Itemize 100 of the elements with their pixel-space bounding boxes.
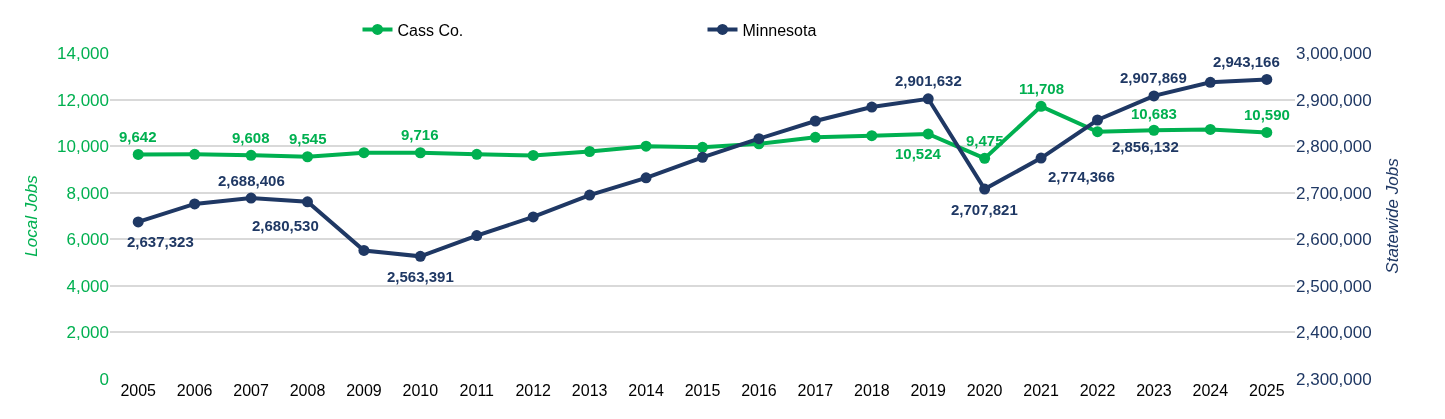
y2-tick-label: 2,900,000	[1296, 90, 1372, 110]
point	[302, 196, 313, 208]
point	[527, 149, 539, 161]
point	[1204, 123, 1216, 135]
x-tick-label: 2013	[571, 382, 608, 399]
point	[640, 172, 652, 184]
y-tick-label: 4,000	[66, 276, 109, 296]
data-label: 2,637,323	[127, 233, 194, 250]
point	[1204, 76, 1216, 88]
data-label: 9,642	[119, 128, 157, 145]
x-tick-label: 2014	[628, 382, 664, 399]
point	[245, 192, 257, 204]
point	[414, 147, 426, 159]
point	[132, 148, 144, 160]
point	[245, 149, 257, 161]
point	[302, 151, 313, 163]
point	[584, 146, 596, 157]
x-tick-label: 2007	[233, 382, 269, 399]
x-tick-label: 2018	[853, 382, 890, 399]
y-tick-label: 0	[99, 369, 109, 389]
point	[132, 216, 144, 228]
point	[358, 147, 370, 159]
data-label: 9,716	[401, 126, 439, 143]
y2-tick-label: 2,300,000	[1296, 369, 1372, 389]
x-tick-label: 2025	[1248, 382, 1285, 399]
y2-tick-label: 2,700,000	[1296, 183, 1372, 203]
point	[809, 115, 821, 127]
point	[358, 244, 370, 256]
point	[189, 198, 201, 210]
x-tick-label: 2008	[289, 382, 326, 399]
x-tick-label: 2005	[120, 382, 157, 399]
point	[189, 148, 201, 160]
x-tick-label: 2021	[1023, 382, 1059, 399]
point	[640, 140, 652, 152]
y2-axis-title: Statewide Jobs	[1383, 157, 1403, 274]
legend-label: Minnesota	[742, 21, 817, 39]
x-tick-label: 2011	[459, 382, 495, 399]
data-label: 10,683	[1131, 105, 1177, 122]
point	[697, 151, 708, 163]
data-label: 2,688,406	[218, 172, 285, 189]
y-tick-label: 2,000	[66, 323, 109, 343]
x-tick-label: 2009	[346, 382, 382, 399]
data-label: 2,901,632	[895, 72, 962, 89]
data-label: 9,545	[289, 130, 327, 147]
point	[1148, 124, 1160, 136]
point	[809, 131, 821, 143]
data-label: 11,708	[1019, 80, 1065, 97]
y-axis-title: Local Jobs	[21, 174, 41, 257]
data-label: 2,680,530	[252, 217, 319, 234]
y2-tick-label: 3,000,000	[1296, 43, 1372, 63]
legend-label: Cass Co.	[397, 21, 464, 39]
x-tick-label: 2015	[684, 382, 721, 399]
point	[866, 130, 878, 142]
data-label: 2,943,166	[1213, 53, 1280, 70]
data-label: 2,856,132	[1112, 138, 1179, 155]
y2-tick-label: 2,400,000	[1296, 323, 1372, 343]
point	[866, 101, 878, 113]
x-tick-label: 2022	[1079, 382, 1116, 399]
point	[753, 133, 765, 145]
point	[414, 250, 426, 262]
y-tick-label: 8,000	[66, 183, 109, 203]
point	[697, 141, 708, 153]
x-tick-label: 2012	[515, 382, 552, 399]
x-tick-label: 2019	[910, 382, 947, 399]
point	[584, 189, 596, 201]
point	[1261, 73, 1273, 85]
y-tick-label: 14,000	[57, 43, 109, 63]
data-label: 2,563,391	[387, 268, 454, 285]
x-tick-label: 2024	[1192, 382, 1229, 399]
y2-tick-label: 2,500,000	[1296, 276, 1372, 296]
x-tick-label: 2016	[741, 382, 777, 399]
point	[471, 148, 483, 160]
point	[1092, 126, 1103, 138]
x-tick-label: 2010	[402, 382, 439, 399]
data-label: 2,907,869	[1120, 69, 1187, 86]
point	[979, 183, 991, 195]
x-tick-label: 2023	[1136, 382, 1172, 399]
data-label: 2,707,821	[951, 201, 1018, 218]
point	[922, 128, 934, 140]
point	[1261, 126, 1273, 138]
data-label: 2,774,366	[1048, 168, 1115, 185]
x-tick-label: 2017	[797, 382, 834, 399]
point	[1092, 114, 1103, 126]
x-tick-label: 2006	[176, 382, 213, 399]
y-tick-label: 12,000	[57, 90, 109, 110]
point	[1148, 90, 1160, 102]
data-label: 9,608	[232, 129, 270, 146]
point	[922, 93, 934, 105]
point	[1035, 152, 1047, 164]
y-tick-label: 6,000	[66, 230, 109, 250]
point	[471, 230, 483, 242]
point	[1035, 100, 1047, 112]
point	[527, 211, 539, 223]
y-tick-label: 10,000	[57, 137, 109, 157]
y2-tick-label: 2,600,000	[1296, 230, 1372, 250]
data-label: 10,524	[895, 145, 942, 162]
x-tick-label: 2020	[966, 382, 1003, 399]
point	[979, 152, 991, 164]
data-label: 10,590	[1244, 106, 1290, 123]
y2-tick-label: 2,800,000	[1296, 137, 1372, 157]
